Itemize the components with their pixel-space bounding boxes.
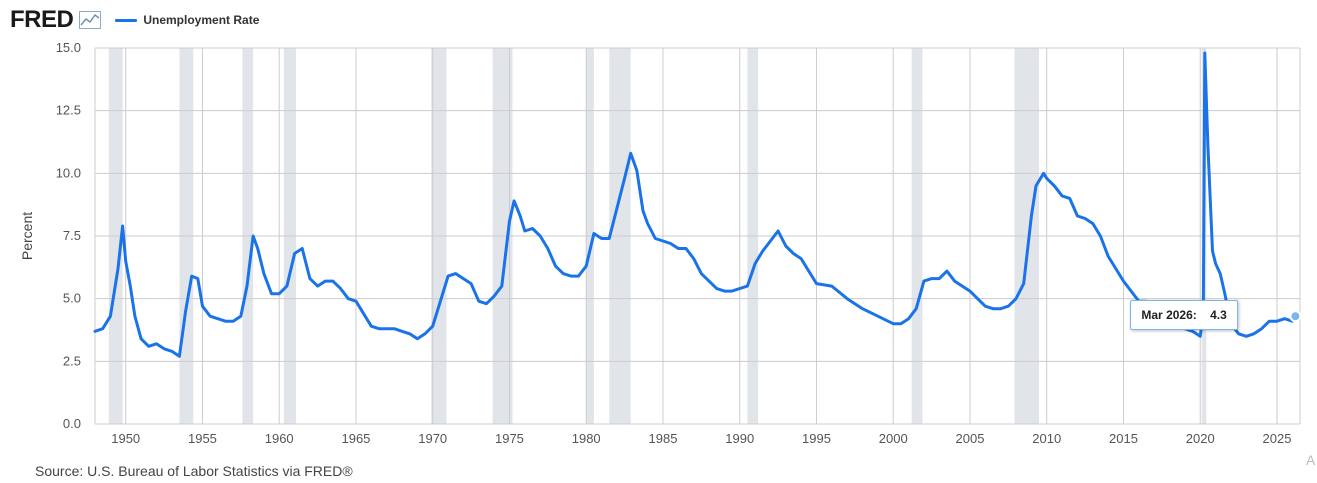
hover-marker[interactable] <box>1289 310 1302 323</box>
series-group <box>93 51 1297 358</box>
overflow-text: A <box>1306 452 1316 468</box>
x-axis-labels: 1950 1955 1960 1965 1970 1975 1980 1985 1990 1995… <box>111 431 1291 446</box>
y-tick-label: 7.5 <box>63 228 81 243</box>
tooltip-value: 4.3 <box>1210 308 1227 323</box>
y-tick-label: 15.0 <box>56 40 81 55</box>
x-tick-label: 1955 <box>188 431 217 446</box>
x-tick-label: 1965 <box>341 431 370 446</box>
y-tick-label: 5.0 <box>63 291 81 306</box>
x-tick-label: 1995 <box>802 431 831 446</box>
x-tick-label: 2015 <box>1109 431 1138 446</box>
x-tick-label: 2020 <box>1186 431 1215 446</box>
x-tick-label: 2010 <box>1032 431 1061 446</box>
y-axis-labels: 0.0 2.5 5.0 7.5 10.0 12.5 15.0 <box>56 40 81 431</box>
data-tooltip: Mar 2026: 4.3 <box>1130 300 1238 331</box>
y-tick-label: 10.0 <box>56 165 81 180</box>
y-axis-title: Percent <box>19 212 35 260</box>
x-tick-label: 1985 <box>649 431 678 446</box>
x-tick-label: 2005 <box>956 431 985 446</box>
chart-header: FRED Unemployment Rate <box>10 6 259 34</box>
source-note: Source: U.S. Bureau of Labor Statistics … <box>35 463 353 479</box>
legend-swatch <box>115 18 138 22</box>
x-tick-label: 2000 <box>879 431 908 446</box>
y-tick-label: 2.5 <box>63 353 81 368</box>
legend-label: Unemployment Rate <box>143 13 260 27</box>
x-tick-label: 1960 <box>265 431 294 446</box>
x-tick-label: 1950 <box>111 431 140 446</box>
x-tick-label: 1970 <box>418 431 447 446</box>
grid-lines <box>94 47 1301 425</box>
legend[interactable]: Unemployment Rate <box>115 13 259 27</box>
y-tick-label: 12.5 <box>56 103 81 118</box>
x-tick-label: 1975 <box>495 431 524 446</box>
x-tick-label: 1980 <box>572 431 601 446</box>
series-line <box>93 51 1297 358</box>
tooltip-date: Mar 2026: <box>1141 308 1197 323</box>
x-tick-label: 1990 <box>725 431 754 446</box>
chart-line-icon[interactable] <box>79 11 102 29</box>
x-tick-label: 2025 <box>1263 431 1292 446</box>
fred-logo[interactable]: FRED <box>10 6 74 33</box>
y-tick-label: 0.0 <box>63 416 81 431</box>
